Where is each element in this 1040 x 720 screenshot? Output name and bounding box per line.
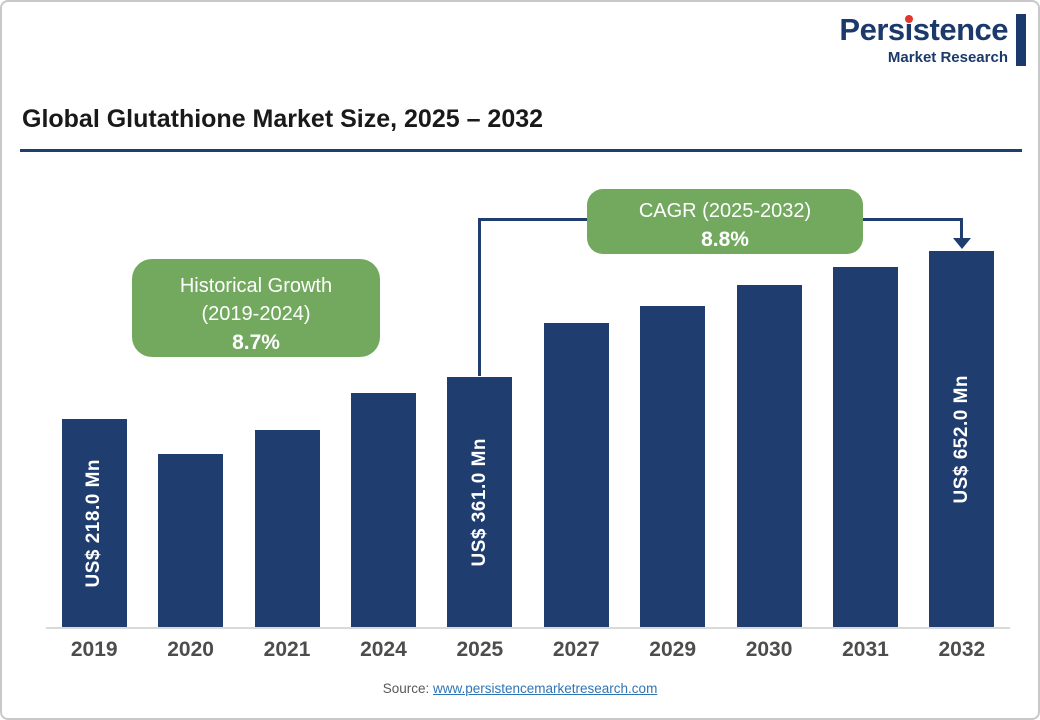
x-axis-label-2021: 2021 bbox=[263, 638, 311, 661]
bar-2031 bbox=[832, 267, 898, 627]
source-line: Source: www.persistencemarketresearch.co… bbox=[2, 681, 1038, 696]
bar-column-2020 bbox=[142, 247, 238, 627]
source-label: Source: bbox=[382, 681, 430, 696]
logo-text-block: Persistence Market Research bbox=[839, 12, 1009, 66]
historical-growth-line1: Historical Growth bbox=[179, 275, 333, 297]
bar-value-label-2025: US$ 361.0 Mn bbox=[468, 437, 490, 567]
x-axis: 2019 2020 2021 2024 2025 2027 2029 2030 2031 2032 bbox=[46, 638, 1010, 662]
bar-column-2024 bbox=[335, 247, 431, 627]
logo-text-before-i: Pers bbox=[839, 12, 905, 47]
x-axis-label-2020: 2020 bbox=[167, 638, 214, 661]
cagr-callout: CAGR (2025-2032) 8.8% bbox=[587, 189, 863, 254]
bar-2019: US$ 218.0 Mn bbox=[61, 419, 127, 627]
cagr-connector-right-vertical bbox=[960, 218, 963, 240]
x-axis-label-2032: 2032 bbox=[938, 638, 986, 661]
logo-text-after-i: stence bbox=[912, 12, 1009, 47]
bar-column-2030 bbox=[721, 247, 817, 627]
bar-value-label-2019: US$ 218.0 Mn bbox=[83, 458, 105, 588]
x-axis-label-2027: 2027 bbox=[552, 638, 600, 661]
cagr-connector-left-horizontal bbox=[478, 218, 588, 221]
bar-column-2027 bbox=[528, 247, 624, 627]
bar-column-2025: US$ 361.0 Mn bbox=[432, 247, 528, 627]
logo-letter-i-red-dot: i bbox=[904, 12, 914, 47]
bar-2030 bbox=[736, 285, 802, 627]
logo-accent-bar bbox=[1016, 14, 1026, 66]
x-axis-label-2025: 2025 bbox=[456, 638, 504, 661]
cagr-callout-value: 8.8% bbox=[701, 228, 749, 251]
historical-growth-line2: (2019-2024) bbox=[201, 303, 311, 325]
x-axis-label-2024: 2024 bbox=[360, 638, 407, 661]
x-axis-label-2019: 2019 bbox=[70, 638, 118, 661]
bar-column-2019: US$ 218.0 Mn bbox=[46, 247, 142, 627]
bar-column-2031 bbox=[817, 247, 913, 627]
cagr-connector-left-vertical bbox=[478, 218, 481, 376]
historical-growth-value: 8.7% bbox=[232, 331, 280, 354]
x-axis-label-2030: 2030 bbox=[745, 638, 793, 661]
bar-column-2032: US$ 652.0 Mn bbox=[914, 247, 1010, 627]
bar-2024 bbox=[350, 393, 416, 627]
chart-title: Global Glutathione Market Size, 2025 – 2… bbox=[22, 105, 544, 133]
bar-2029 bbox=[640, 306, 706, 627]
x-axis-label-2029: 2029 bbox=[649, 638, 696, 661]
bars-area: US$ 218.0 Mn US$ 361.0 Mn US$ 652.0 Mn bbox=[46, 247, 1010, 629]
title-underline bbox=[20, 149, 1022, 152]
cagr-connector-right-horizontal bbox=[862, 218, 963, 221]
bar-2020 bbox=[158, 454, 224, 627]
logo-wordmark: Persistence bbox=[839, 12, 1009, 47]
cagr-arrowhead-icon bbox=[953, 238, 971, 249]
source-link[interactable]: www.persistencemarketresearch.com bbox=[432, 681, 658, 696]
bar-value-label-2032: US$ 652.0 Mn bbox=[950, 374, 972, 504]
logo-subtitle: Market Research bbox=[887, 48, 1008, 66]
bar-2021 bbox=[254, 430, 320, 627]
bar-column-2021 bbox=[239, 247, 335, 627]
bar-2032: US$ 652.0 Mn bbox=[929, 251, 995, 627]
bar-chart: US$ 218.0 Mn US$ 361.0 Mn US$ 652.0 Mn 201… bbox=[46, 247, 1010, 662]
brand-logo: Persistence Market Research bbox=[839, 12, 1026, 66]
bar-column-2029 bbox=[624, 247, 720, 627]
x-axis-label-2031: 2031 bbox=[842, 638, 889, 661]
bar-2027 bbox=[543, 323, 609, 627]
historical-growth-callout: Historical Growth (2019-2024) 8.7% bbox=[132, 259, 380, 357]
cagr-callout-line1: CAGR (2025-2032) bbox=[638, 200, 812, 222]
bar-2025: US$ 361.0 Mn bbox=[447, 377, 513, 627]
